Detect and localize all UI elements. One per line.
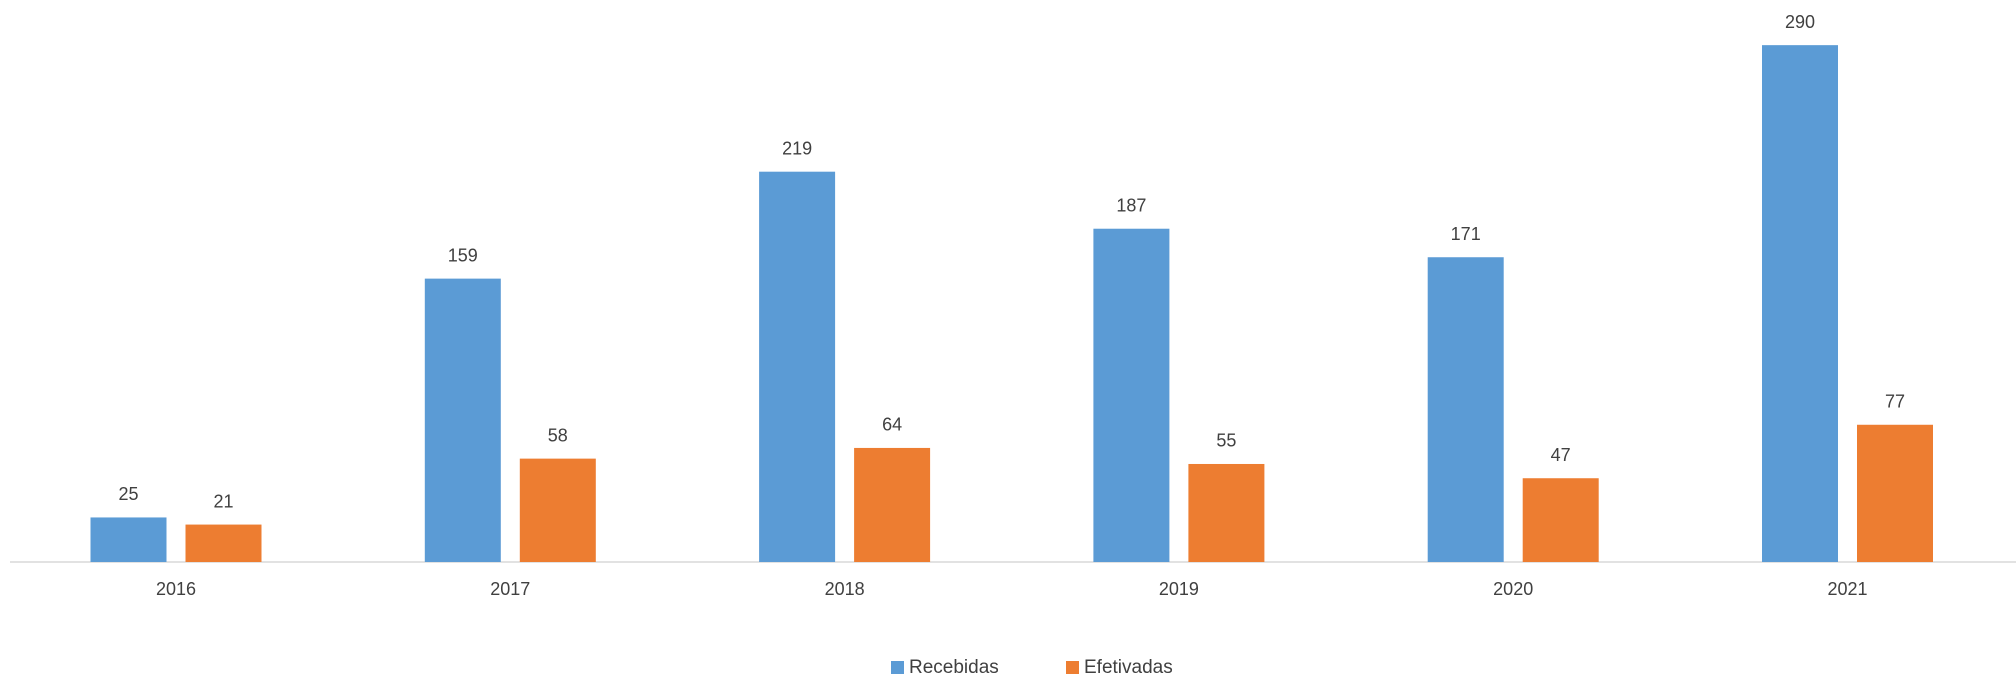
bar [1188,463,1265,562]
bar [1762,45,1838,562]
data-label: 47 [1551,445,1571,465]
legend: Recebidas Efetivadas [891,657,1173,678]
bar [759,171,836,563]
bar [90,517,167,562]
data-label: 21 [213,491,233,511]
bar [185,524,262,562]
x-tick-label: 2017 [490,579,530,599]
data-label: 290 [1785,12,1815,32]
x-tick-label: 2018 [825,579,865,599]
bar [1857,424,1933,562]
bar [1093,228,1170,562]
data-label: 58 [548,425,568,445]
data-label: 64 [882,415,902,435]
bar [854,447,931,562]
data-label: 25 [118,484,138,504]
data-label: 55 [1216,431,1236,451]
legend-label: Efetivadas [1084,657,1173,678]
bar [1522,478,1599,562]
x-tick-label: 2020 [1493,579,1533,599]
data-label: 77 [1885,392,1905,412]
bar [519,458,596,562]
bar [424,278,501,562]
bar [1427,257,1504,562]
x-tick-label: 2019 [1159,579,1199,599]
data-label: 171 [1451,224,1481,244]
data-label: 219 [782,138,812,158]
legend-swatch [891,661,904,674]
legend-swatch [1066,661,1079,674]
x-tick-label: 2021 [1827,579,1867,599]
data-label: 187 [1116,195,1146,215]
legend-label: Recebidas [909,657,999,678]
data-label: 159 [448,245,478,265]
x-tick-label: 2016 [156,579,196,599]
